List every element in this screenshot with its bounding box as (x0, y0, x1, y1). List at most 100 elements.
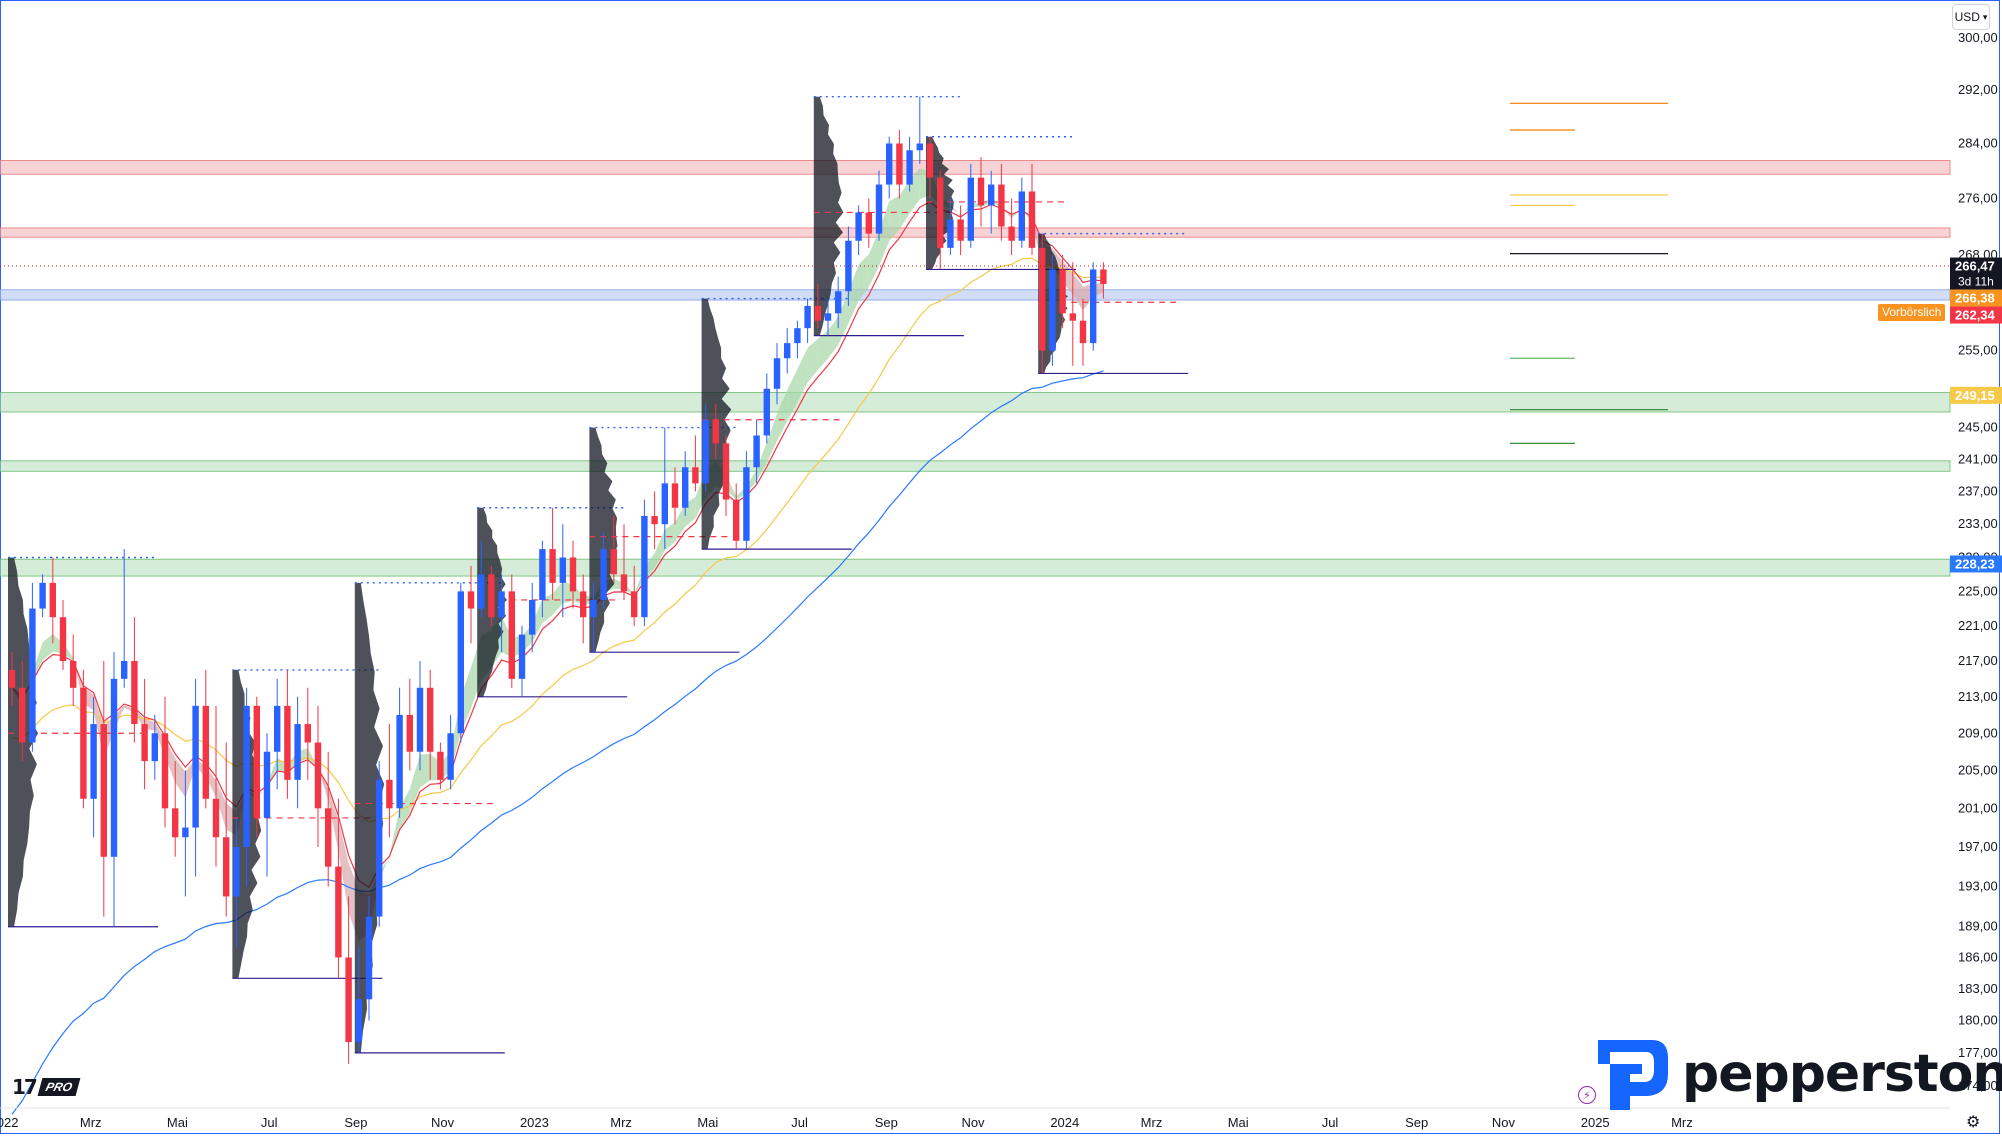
candle-body (467, 591, 475, 609)
candle (712, 404, 719, 460)
candle (549, 507, 556, 600)
currency-selector[interactable]: USD ▾ (1952, 4, 1990, 30)
tradingview-mark-icon: 17 (12, 1075, 38, 1099)
candle-body (661, 483, 668, 525)
tradingview-logo: 17 PRO (12, 1075, 81, 1099)
candle-body (294, 724, 301, 780)
ema-cloud-segment (828, 317, 839, 359)
ema-cloud-segment (889, 195, 900, 242)
candle-body (692, 467, 699, 484)
candle (998, 163, 1005, 241)
ema-cloud-segment (389, 807, 400, 859)
ema-cloud-segment (868, 230, 879, 288)
candle (386, 724, 393, 838)
candle (1100, 262, 1107, 299)
candle (763, 373, 770, 444)
candle-body (518, 634, 526, 679)
x-axis-tick-label: Sep (875, 1115, 898, 1130)
y-axis-tick-label: 201,00 (1958, 800, 1998, 815)
candle-body (855, 212, 862, 241)
candle (1039, 233, 1046, 374)
candle-body (8, 669, 16, 688)
candle-body (682, 467, 689, 508)
ema-cloud-segment (216, 780, 227, 830)
y-axis-tick-label: 217,00 (1958, 653, 1998, 668)
candle-body (80, 687, 87, 799)
candle-body (896, 143, 903, 185)
zone-red-1 (0, 227, 1951, 238)
ema-cloud-segment (256, 783, 267, 801)
candle-body (722, 443, 730, 500)
y-axis-tick-label: 245,00 (1958, 420, 1998, 435)
candle-body (202, 705, 209, 799)
ema-cloud-segment (338, 820, 349, 913)
ema-short-line (11, 201, 1104, 888)
candle (131, 617, 138, 743)
zone-green-4 (0, 460, 1951, 472)
candle (620, 524, 628, 600)
ema-cloud-segment (318, 768, 329, 801)
candle-body (223, 837, 230, 897)
candle-body (947, 219, 954, 248)
candle-body (835, 291, 842, 314)
candle (223, 742, 230, 917)
candle-body (967, 177, 974, 241)
candle (794, 320, 801, 359)
candle-body (100, 724, 107, 857)
ema-cloud-segment (766, 413, 777, 463)
candle (141, 678, 148, 790)
lightning-icon[interactable]: ⚡ (1578, 1086, 1596, 1104)
candle (488, 565, 495, 626)
x-axis-tick-label: Nov (431, 1115, 455, 1130)
candle (1059, 255, 1066, 329)
y-axis-tick-label: 193,00 (1958, 878, 1998, 893)
candle (1028, 163, 1036, 256)
candle (937, 170, 944, 270)
candle-body (355, 999, 362, 1043)
candle-body (916, 143, 923, 151)
candle (967, 163, 974, 248)
candle (753, 419, 760, 484)
candle (121, 549, 128, 688)
ema-cloud-segment (879, 201, 890, 267)
candle (651, 491, 658, 550)
candle (580, 574, 587, 644)
candle-body (19, 687, 26, 743)
price-tag-value-1: 266,38 (1955, 291, 1995, 306)
candle-body (427, 687, 434, 752)
ema-cloud-segment (797, 347, 808, 403)
gear-icon[interactable]: ⚙ (1966, 1114, 1981, 1131)
y-axis-tick-label: 255,00 (1958, 343, 1998, 358)
candle-body (590, 599, 597, 618)
price-tag-value-2: 262,34 (1955, 308, 1996, 323)
candle (29, 582, 36, 752)
candle (569, 540, 577, 609)
candle (243, 687, 250, 887)
candle (70, 634, 77, 706)
candle (947, 198, 954, 256)
candle-body (253, 705, 260, 818)
x-axis-tick-label: Jul (791, 1115, 808, 1130)
candle-body (151, 733, 158, 762)
candle (886, 136, 893, 199)
candle-body (345, 957, 352, 1043)
candle (1008, 198, 1015, 256)
candle-body (1090, 269, 1097, 344)
candle (824, 298, 832, 336)
candle (559, 524, 566, 618)
ema-cloud-segment (848, 264, 859, 324)
ema-cloud-segment (1011, 209, 1022, 219)
candle (478, 540, 485, 618)
y-axis-tick-label: 205,00 (1958, 762, 1998, 777)
candle-body (875, 184, 883, 234)
candle-body (141, 724, 148, 762)
zone-red-0 (0, 160, 1951, 175)
x-axis-tick-label: Sep (344, 1115, 367, 1130)
candle-body (620, 574, 628, 592)
ema-cloud-segment (1072, 272, 1083, 311)
candle-body (172, 808, 179, 838)
zone-green-5 (0, 558, 1951, 577)
candle-body (824, 313, 832, 321)
candle (49, 557, 56, 644)
